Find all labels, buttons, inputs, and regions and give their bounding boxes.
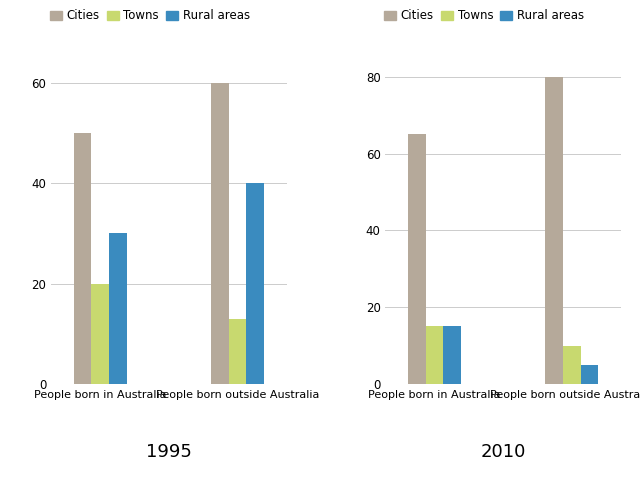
Bar	[246, 183, 264, 384]
Bar	[426, 326, 444, 384]
Legend: Cities, Towns, Rural areas: Cities, Towns, Rural areas	[45, 5, 255, 27]
Bar	[563, 346, 580, 384]
Bar	[408, 134, 426, 384]
Bar	[228, 319, 246, 384]
Bar	[580, 365, 598, 384]
Bar	[109, 233, 127, 384]
Bar	[444, 326, 461, 384]
Bar	[211, 83, 228, 384]
Legend: Cities, Towns, Rural areas: Cities, Towns, Rural areas	[380, 5, 589, 27]
Text: 2010: 2010	[481, 443, 526, 461]
Bar	[92, 284, 109, 384]
Bar	[74, 133, 92, 384]
Text: 1995: 1995	[146, 443, 192, 461]
Bar	[545, 77, 563, 384]
